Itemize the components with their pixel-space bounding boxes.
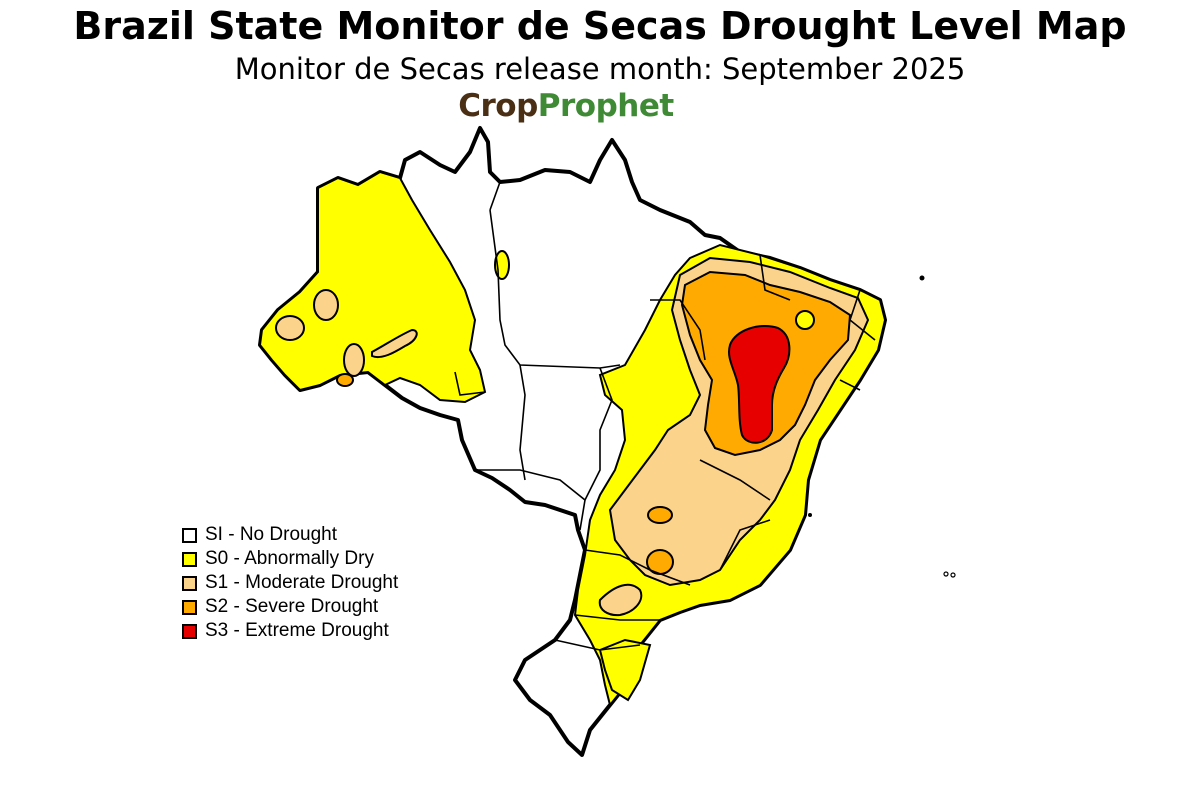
legend-swatch xyxy=(182,599,197,615)
legend-item-s0: S0 - Abnormally Dry xyxy=(182,547,398,571)
drought-s2-patch xyxy=(336,373,354,387)
island-marker xyxy=(950,572,956,578)
legend-label: S2 - Severe Drought xyxy=(205,596,379,617)
drought-s1-patch xyxy=(371,328,418,358)
legend-swatch xyxy=(182,551,197,567)
legend-swatch xyxy=(182,527,197,543)
legend-label: S3 - Extreme Drought xyxy=(205,620,389,641)
drought-s3-core xyxy=(728,325,791,444)
legend-swatch xyxy=(182,575,197,591)
drought-s0-south xyxy=(598,638,652,702)
legend-label: S1 - Moderate Drought xyxy=(205,572,399,593)
island-marker xyxy=(943,571,949,577)
legend-label: S0 - Abnormally Dry xyxy=(205,548,374,569)
logo-prophet-text: Prophet xyxy=(537,88,674,124)
drought-s0-amazonas xyxy=(258,170,487,404)
legend-item-s3: S3 - Extreme Drought xyxy=(182,619,398,643)
drought-s1-patch xyxy=(313,289,339,321)
logo-crop-text: Crop xyxy=(458,88,538,124)
drought-s1-patch xyxy=(647,506,673,524)
legend-item-si: SI - No Drought xyxy=(182,523,398,547)
legend-label: SI - No Drought xyxy=(205,524,337,545)
legend-item-s1: S1 - Moderate Drought xyxy=(182,571,398,595)
cropprophet-logo: CropProphet xyxy=(0,88,1132,124)
map-subtitle: Monitor de Secas release month: Septembe… xyxy=(234,52,966,86)
island-marker xyxy=(919,275,925,281)
state-borders xyxy=(454,181,876,651)
island-marker xyxy=(808,513,812,517)
map-legend: SI - No Drought S0 - Abnormally Dry S1 -… xyxy=(182,523,398,643)
drought-s0-patch xyxy=(795,310,815,330)
drought-s1-patch xyxy=(343,343,365,377)
drought-s1-patch xyxy=(275,315,305,341)
legend-swatch xyxy=(182,623,197,639)
map-title: Brazil State Monitor de Secas Drought Le… xyxy=(73,4,1127,48)
drought-s1-south xyxy=(598,583,643,617)
legend-item-s2: S2 - Severe Drought xyxy=(182,595,398,619)
